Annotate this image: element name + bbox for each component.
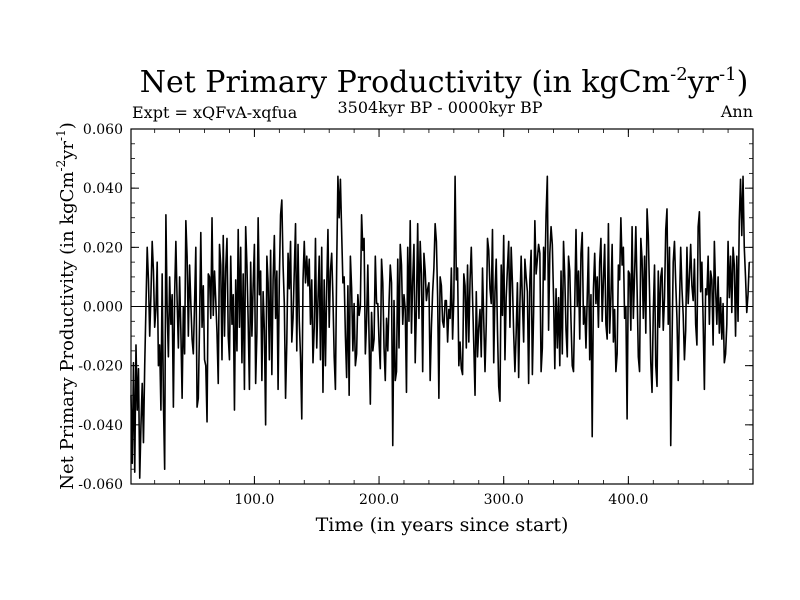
series-line [130, 175, 751, 479]
series-group [130, 175, 751, 479]
x-tick-label: 300.0 [484, 492, 524, 508]
x-tick-label: 200.0 [359, 492, 399, 508]
x-tick-label: 400.0 [608, 492, 648, 508]
x-tick-label: 100.0 [234, 492, 274, 508]
period-label: 3504kyr BP - 0000kyr BP [338, 98, 543, 117]
y-tick-label: 0.020 [83, 240, 123, 256]
x-axis-label: Time (in years since start) [316, 514, 569, 536]
season-label: Ann [720, 102, 753, 121]
y-tick-label: -0.060 [78, 477, 123, 493]
y-tick-label: 0.000 [83, 300, 123, 316]
y-tick-label: -0.040 [78, 418, 123, 434]
plot-frame [130, 128, 754, 485]
y-tick-label: 0.040 [83, 181, 123, 197]
experiment-label: Expt = xQFvA-xqfua [132, 103, 298, 122]
y-tick-label: -0.020 [78, 359, 123, 375]
y-axis-label: Net Primary Productivity (in kgCm-2yr-1) [54, 122, 78, 490]
y-tick-label: 0.060 [83, 122, 123, 138]
chart-title: Net Primary Productivity (in kgCm-2yr-1) [140, 64, 749, 100]
